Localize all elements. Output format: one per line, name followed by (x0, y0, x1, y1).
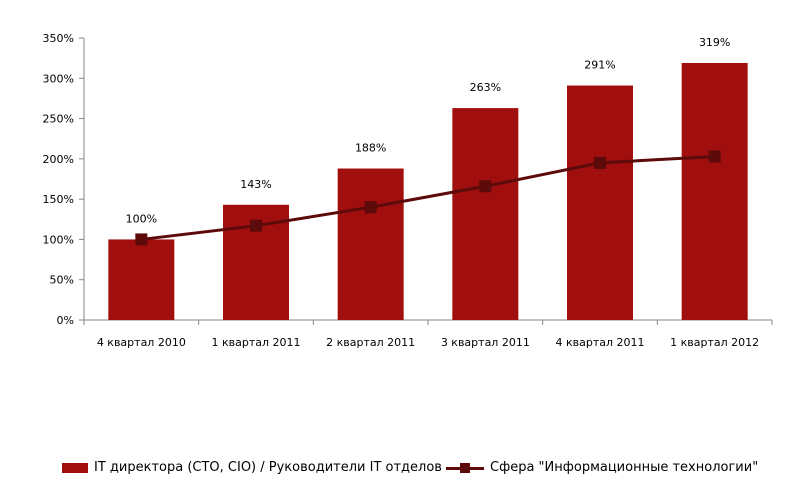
data-label: 188% (355, 142, 386, 155)
line-point (364, 201, 377, 214)
y-tick-label: 100% (43, 233, 74, 246)
x-tick-label: 1 квартал 2012 (670, 336, 759, 349)
y-tick-label: 250% (43, 113, 74, 126)
legend-label-bars: IT директора (CTO, CIO) / Руководители I… (94, 460, 442, 475)
data-label: 100% (126, 212, 157, 225)
x-tick-label: 1 квартал 2011 (211, 336, 300, 349)
x-tick-label: 2 квартал 2011 (326, 336, 415, 349)
line-point (135, 233, 148, 246)
legend-label-line: Сфера "Информационные технологии" (490, 460, 759, 475)
bar-series (108, 62, 748, 321)
legend-swatch-line (446, 462, 484, 473)
legend-item-bars: IT директора (CTO, CIO) / Руководители I… (62, 460, 442, 475)
bar (681, 62, 748, 320)
bar (108, 239, 175, 320)
line-point (479, 180, 492, 193)
y-tick-label: 200% (43, 153, 74, 166)
bar (337, 168, 404, 320)
x-tick-label: 4 квартал 2011 (555, 336, 644, 349)
data-label: 319% (699, 36, 730, 49)
y-tick-label: 0% (57, 314, 74, 327)
x-axis: 4 квартал 2010 1 квартал 2011 2 квартал 20… (83, 319, 773, 349)
y-tick-label: 50% (50, 274, 74, 287)
bar (567, 85, 633, 320)
x-tick-label: 4 квартал 2010 (97, 336, 186, 349)
data-label: 143% (240, 178, 271, 191)
data-labels: 100% 143% 188% 263% 291% 319% (126, 36, 731, 225)
y-tick-label: 350% (43, 32, 74, 45)
line-series (135, 150, 721, 246)
line-point (250, 219, 262, 232)
data-label: 263% (470, 81, 501, 94)
bar (452, 108, 519, 321)
legend-swatch-bar (62, 462, 88, 473)
y-axis: 0% 50% 100% 150% 200% 250% 300% 350% (43, 32, 85, 327)
legend: IT директора (CTO, CIO) / Руководители I… (0, 460, 800, 484)
legend-item-line: Сфера "Информационные технологии" (446, 460, 758, 475)
y-tick-label: 150% (43, 193, 74, 206)
line-point (594, 156, 606, 169)
data-label: 291% (584, 59, 615, 72)
x-tick-label: 3 квартал 2011 (441, 336, 530, 349)
line-point (708, 150, 721, 163)
y-tick-label: 300% (43, 72, 74, 85)
series-line (141, 154, 715, 241)
